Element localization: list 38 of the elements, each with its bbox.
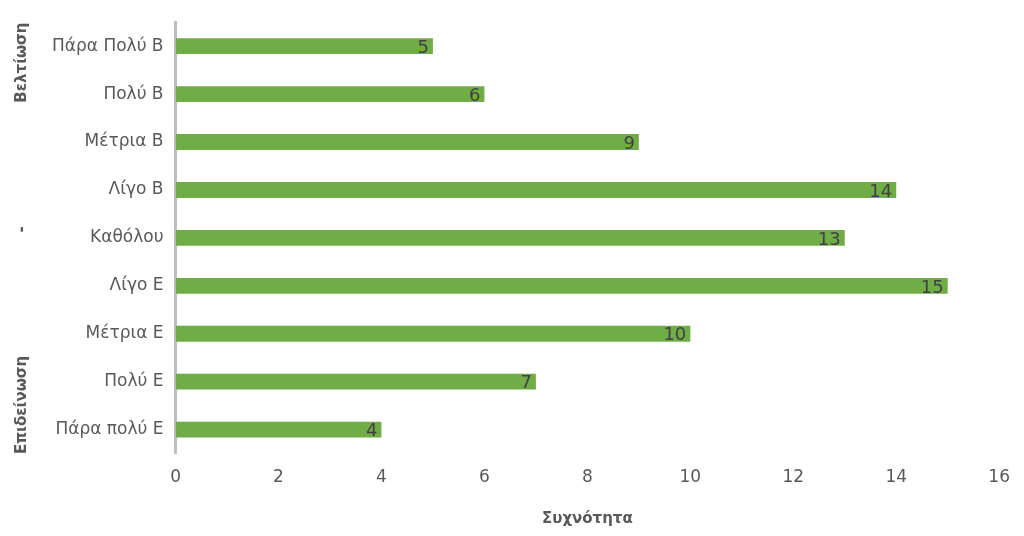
x-tick-label: 10 [679,466,702,487]
data-label: 7 [520,371,532,393]
bar [175,373,536,390]
x-tick-label: 0 [170,466,181,487]
data-label: 14 [869,179,893,201]
x-tick-label: 6 [478,466,490,487]
y-tick-label: Πάρα πολύ Ε [55,418,164,439]
bar [175,421,382,438]
x-tick-label: 8 [581,466,593,487]
data-label: 10 [663,323,687,345]
text: Επιδείνωση - Βελτίωση [12,22,30,454]
data-label: 15 [920,275,944,297]
y-tick-label: Καθόλου [90,226,164,247]
x-tick-label: 4 [376,466,387,487]
y-tick-label: Μέτρια Β [84,130,164,151]
data-label: 4 [366,419,378,441]
bar [175,182,897,198]
x-axis-title: Συχνότητα [542,508,633,527]
y-tick-label: Πολύ Ε [104,370,164,391]
x-tick-label: 2 [273,466,284,487]
x-tick-label: 12 [782,466,805,487]
y-tick-label: Λίγο Β [108,178,164,199]
bar [175,229,845,246]
data-label: 5 [417,35,429,57]
bar [175,277,948,294]
bar [175,134,639,150]
bar [175,325,691,342]
y-tick-label: Πολύ Β [103,82,164,103]
data-label: 9 [623,131,635,153]
x-tick-label: 14 [885,466,908,487]
data-label: 13 [817,227,841,249]
y-tick-label: Λίγο Ε [109,274,164,295]
bar [175,38,433,55]
bar [175,86,485,103]
y-tick-label: Μέτρια Ε [85,322,164,343]
y-tick-label: Πάρα Πολύ Β [51,34,164,55]
x-tick-label: 16 [988,466,1010,487]
data-label: 6 [468,83,481,105]
